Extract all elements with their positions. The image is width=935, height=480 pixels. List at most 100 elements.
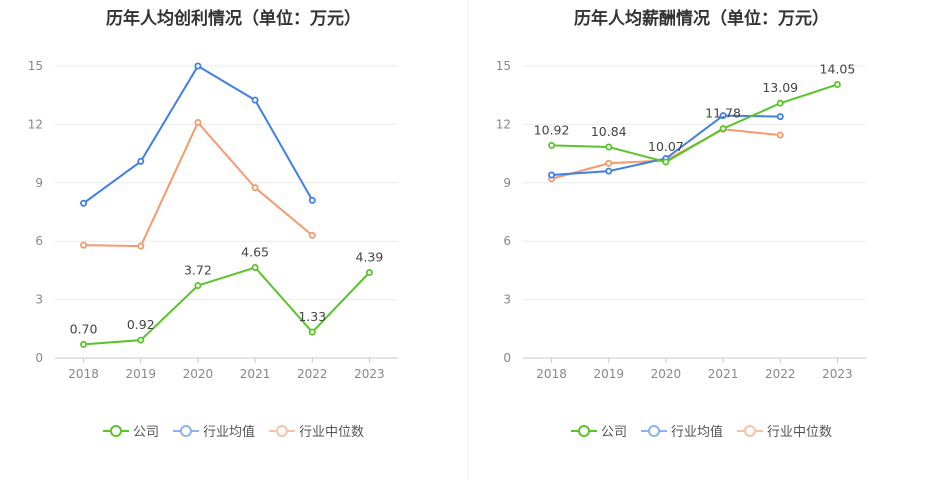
y-tick-label: 0: [35, 351, 43, 365]
legend-label: 公司: [132, 425, 159, 440]
legend-item[interactable]: 行业均值: [172, 421, 255, 440]
line-chart-profit: 0 3 6 9 12 15 2018 2019 2020 2021 2022 2023 0.70 0.92…: [28, 59, 398, 381]
y-tick-label: 6: [35, 234, 43, 248]
legend-marker-icon: [269, 424, 295, 438]
series-line-2: [551, 128, 781, 180]
data-point: [308, 196, 316, 204]
data-label: 0.70: [70, 321, 98, 336]
data-point: [776, 99, 784, 107]
data-point: [719, 125, 727, 133]
data-point: [548, 171, 556, 179]
legend-marker-icon: [737, 424, 763, 438]
y-tick-label: 9: [503, 176, 511, 190]
data-label: 11.78: [705, 106, 741, 121]
y-tick-label: 12: [28, 117, 43, 131]
y-tick-label: 0: [503, 351, 511, 365]
data-label: 3.72: [184, 263, 212, 278]
data-point: [251, 263, 259, 271]
chart-panel-profit: 历年人均创利情况（单位：万元） 0 3 6 9 12 15 2018 2019 2020 2021…: [0, 0, 467, 480]
x-tick-label: 2021: [240, 367, 271, 381]
y-tick-label: 15: [28, 59, 43, 73]
legend-dot: [179, 424, 192, 437]
data-point: [776, 131, 784, 139]
data-label: 1.33: [298, 309, 326, 324]
x-tick-label: 2020: [183, 367, 214, 381]
chart-panel-salary: 历年人均薪酬情况（单位：万元） 0 3 6 9 12 15 2018 2019 2020 2021…: [468, 0, 935, 480]
legend-label: 行业均值: [202, 425, 255, 440]
data-point: [137, 157, 145, 165]
data-label: 4.39: [355, 250, 383, 265]
data-point: [308, 231, 316, 239]
x-tick-label: 2022: [765, 367, 796, 381]
data-label: 10.92: [534, 122, 570, 137]
data-point: [605, 167, 613, 175]
legend-item[interactable]: 公司: [570, 421, 627, 440]
series-line-0: [551, 83, 838, 164]
legend-marker-icon: [570, 424, 597, 438]
data-point: [251, 184, 259, 192]
x-tick-label: 2022: [297, 367, 328, 381]
y-tick-label: 6: [503, 234, 511, 248]
data-point: [194, 62, 202, 70]
legend-label: 公司: [600, 425, 627, 440]
legend-label: 行业中位数: [299, 425, 365, 440]
legend-marker-icon: [102, 424, 129, 438]
data-point: [80, 199, 88, 207]
data-point: [776, 113, 784, 121]
y-tick-label: 9: [35, 176, 43, 190]
data-label: 13.09: [762, 80, 798, 95]
data-point: [605, 143, 613, 151]
x-tick-label: 2020: [651, 367, 682, 381]
data-point: [719, 112, 727, 120]
legend-item[interactable]: 行业均值: [640, 421, 723, 440]
y-tick-label: 15: [496, 59, 511, 73]
data-point: [80, 340, 88, 348]
series-line-0: [83, 266, 371, 346]
chart-legend: 公司 行业均值 行业中位数: [0, 421, 467, 440]
x-tick-label: 2023: [822, 367, 853, 381]
y-tick-label: 12: [496, 117, 511, 131]
legend-item[interactable]: 行业中位数: [737, 421, 832, 440]
data-point: [251, 96, 259, 104]
x-tick-label: 2018: [68, 367, 99, 381]
data-label: 10.84: [591, 124, 627, 139]
chart-title: 历年人均薪酬情况（单位：万元）: [574, 9, 829, 29]
data-point: [365, 269, 373, 277]
legend-dot: [276, 424, 288, 437]
x-tick-label: 2023: [354, 367, 385, 381]
chart-title: 历年人均创利情况（单位：万元）: [106, 9, 361, 29]
legend-dot: [109, 424, 122, 437]
data-point: [137, 242, 145, 250]
data-label: 14.05: [820, 61, 856, 76]
data-label: 10.07: [648, 139, 684, 154]
legend-label: 行业中位数: [767, 425, 833, 440]
legend-item[interactable]: 公司: [102, 421, 159, 440]
legend-item[interactable]: 行业中位数: [269, 421, 364, 440]
data-point: [194, 118, 202, 126]
x-tick-label: 2019: [125, 367, 156, 381]
data-point: [308, 328, 316, 336]
panel-divider: [467, 0, 468, 480]
data-label: 0.92: [127, 317, 155, 332]
y-tick-label: 3: [35, 293, 43, 307]
data-point: [605, 159, 613, 167]
data-point: [194, 282, 202, 290]
legend-dot: [577, 424, 590, 437]
data-point: [662, 158, 670, 166]
legend-dot: [744, 424, 756, 437]
legend-dot: [647, 424, 660, 437]
data-point: [548, 141, 556, 149]
legend-label: 行业均值: [670, 425, 723, 440]
y-tick-label: 3: [503, 293, 511, 307]
data-point: [137, 336, 145, 344]
line-chart-salary: 0 3 6 9 12 15 2018 2019 2020 2021 2022 2023 10.92 10.…: [496, 59, 866, 381]
chart-legend: 公司 行业均值 行业中位数: [468, 421, 935, 440]
x-tick-label: 2021: [708, 367, 739, 381]
legend-marker-icon: [172, 424, 199, 438]
legend-marker-icon: [640, 424, 667, 438]
data-label: 4.65: [241, 244, 269, 259]
x-tick-label: 2019: [593, 367, 624, 381]
x-tick-label: 2018: [536, 367, 567, 381]
data-point: [80, 241, 88, 249]
data-point: [833, 80, 841, 88]
